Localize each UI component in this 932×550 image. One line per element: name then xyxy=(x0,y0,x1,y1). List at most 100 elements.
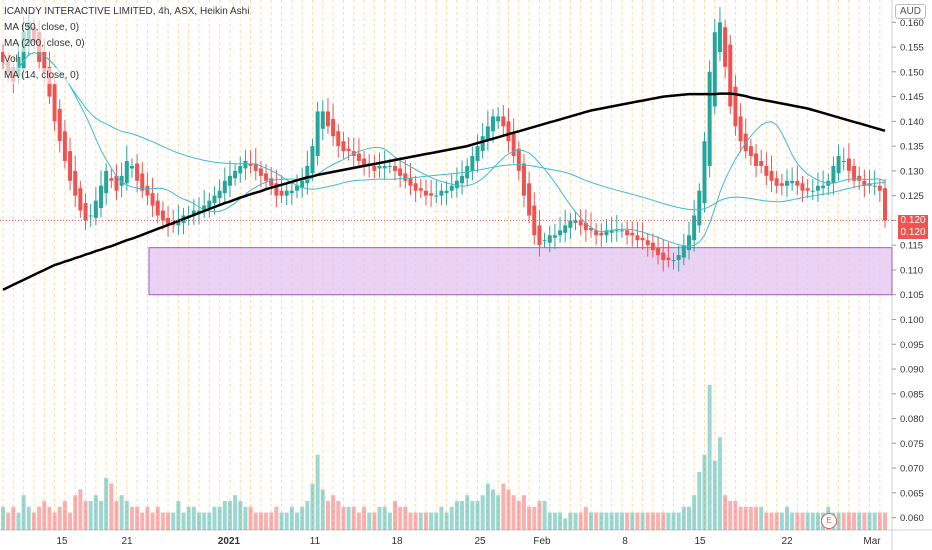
volume-bar xyxy=(238,501,243,530)
volume-bar xyxy=(99,501,103,530)
candle-body xyxy=(496,116,501,122)
candle-body xyxy=(429,193,434,196)
ma-200-line xyxy=(2,92,886,291)
currency-badge[interactable]: AUD xyxy=(894,4,926,19)
candle-body xyxy=(501,116,506,127)
volume-bar xyxy=(57,506,62,530)
volume-bar xyxy=(743,506,748,530)
candle-body xyxy=(449,185,454,191)
candle-body xyxy=(625,230,630,236)
volume-bar xyxy=(191,506,196,530)
candle-body xyxy=(836,156,841,174)
volume-bar xyxy=(310,483,315,530)
candle-body xyxy=(104,170,109,194)
candle-body xyxy=(439,190,444,196)
y-tick-label: 0.080 xyxy=(900,414,924,425)
candle-body xyxy=(563,225,568,233)
volume-bar xyxy=(26,506,31,530)
volume-bar xyxy=(114,501,119,530)
x-tick-label: 11 xyxy=(310,536,321,547)
candle-body xyxy=(666,257,671,261)
candle-body xyxy=(692,215,697,241)
volume-bar xyxy=(408,512,413,530)
volume-bar xyxy=(429,512,434,530)
volume-bar xyxy=(83,501,88,530)
volume-bar xyxy=(717,437,722,530)
volume-bar xyxy=(857,512,862,530)
y-tick-label: 0.075 xyxy=(900,439,924,450)
x-tick-label: 15 xyxy=(56,536,68,547)
volume-bar xyxy=(836,512,841,530)
volume-bar xyxy=(398,506,403,530)
candle-body xyxy=(491,116,495,132)
candle-body xyxy=(217,190,222,199)
y-tick-label: 0.100 xyxy=(900,315,924,326)
volume-bar xyxy=(846,512,851,530)
candle-body xyxy=(212,195,217,204)
volume-bar xyxy=(393,501,397,530)
candle-body xyxy=(558,230,563,236)
volume-bar xyxy=(31,512,36,530)
candle-body xyxy=(460,175,465,184)
volume-bar xyxy=(37,506,42,530)
candle-body xyxy=(403,173,408,181)
volume-bar xyxy=(594,512,599,530)
candle-body xyxy=(800,183,805,191)
volume-bar xyxy=(1,506,5,530)
candle-body xyxy=(470,156,475,171)
y-tick-label: 0.160 xyxy=(900,18,924,29)
volume-bar xyxy=(465,495,470,530)
volume-bar xyxy=(630,512,635,530)
volume-bar xyxy=(325,501,330,530)
candle-body xyxy=(284,190,289,196)
candle-body xyxy=(356,153,361,161)
volume-bar xyxy=(88,501,93,530)
legend-volume: Vol xyxy=(4,52,18,68)
volume-bar xyxy=(300,506,305,530)
volume-bar xyxy=(754,506,759,530)
candle-body xyxy=(454,180,459,189)
volume-bar xyxy=(552,512,557,530)
x-tick-label: 18 xyxy=(391,536,403,547)
candle-body xyxy=(635,235,640,241)
candle-body xyxy=(331,118,336,137)
volume-bar xyxy=(506,489,511,530)
candle-body xyxy=(785,180,789,186)
candle-body xyxy=(728,44,733,107)
volume-bar xyxy=(738,506,743,530)
volume-bar xyxy=(212,506,217,530)
volume-bar xyxy=(248,506,253,530)
candle-body xyxy=(506,121,511,142)
candle-body xyxy=(707,71,712,166)
volume-bar xyxy=(485,483,490,530)
volume-bar xyxy=(625,512,630,530)
volume-bar xyxy=(748,506,753,530)
volume-bar xyxy=(527,506,532,530)
volume-bar xyxy=(186,506,191,530)
candle-body xyxy=(630,232,635,236)
candle-body xyxy=(1,52,5,62)
volume-bar xyxy=(728,501,733,530)
candle-body xyxy=(594,230,599,236)
candle-body xyxy=(145,185,150,196)
volume-bar xyxy=(21,495,26,530)
ma-50-line xyxy=(2,52,886,211)
volume-bar xyxy=(372,512,377,530)
volume-bar xyxy=(475,501,480,530)
earnings-event-marker[interactable]: E xyxy=(821,513,837,529)
volume-bar xyxy=(356,512,361,530)
candle-body xyxy=(207,200,212,209)
candle-body xyxy=(815,185,820,191)
candle-body xyxy=(609,230,614,233)
volume-bar xyxy=(124,501,129,530)
candle-body xyxy=(295,185,299,191)
candle-body xyxy=(124,160,129,184)
candle-body xyxy=(568,220,573,228)
volume-bar xyxy=(222,501,227,530)
last-price-tag: 0.120 xyxy=(898,215,928,227)
volume-bar xyxy=(547,512,552,530)
candle-body xyxy=(253,163,258,171)
volume-bar xyxy=(805,512,810,530)
volume-bar xyxy=(362,506,367,530)
